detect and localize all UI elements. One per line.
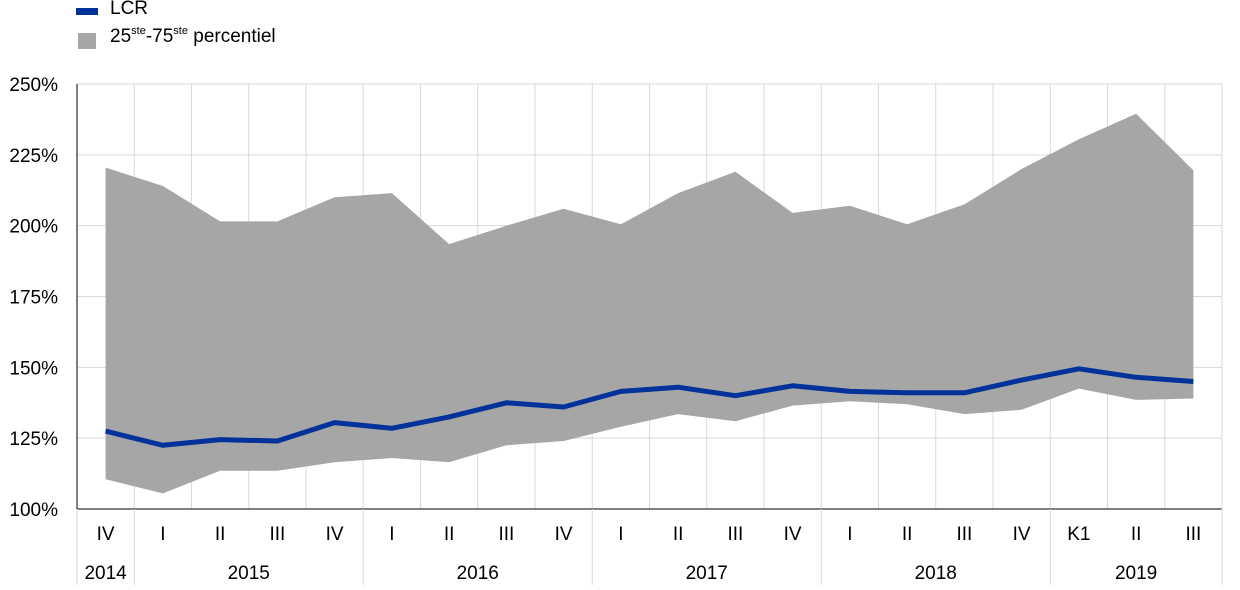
y-tick-label: 125% [9,429,58,450]
x-quarter-label: I [618,524,623,545]
y-tick-label: 250% [9,75,58,96]
legend-text-percentiel: percentiel [187,26,276,47]
legend-text-75: -75 [145,26,174,47]
x-quarter-label: III [727,524,743,545]
x-year-label: 2019 [1115,563,1157,584]
x-quarter-label: IV [555,524,573,545]
legend-label-percentile: 25ste-75ste percentiel [110,25,276,48]
x-quarter-label: III [956,524,972,545]
legend-text-25: 25 [110,26,132,47]
y-tick-label: 150% [9,358,58,379]
x-quarter-label: I [847,524,852,545]
x-quarter-label: IV [784,524,802,545]
legend-sup-2: ste [173,25,188,37]
x-quarter-label: III [1185,524,1201,545]
x-quarter-label: II [215,524,226,545]
x-quarter-label: IV [1013,524,1031,545]
y-tick-label: 100% [9,500,58,521]
x-quarter-label: I [160,524,165,545]
x-quarter-label: K1 [1067,524,1090,545]
x-year-label: 2016 [457,563,499,584]
x-quarter-label: III [498,524,514,545]
x-quarter-label: I [389,524,394,545]
percentile-band-area [105,113,1194,494]
x-year-label: 2018 [915,563,957,584]
x-quarter-label: II [673,524,684,545]
x-year-label: 2015 [228,563,270,584]
percentile-band-swatch [78,33,96,49]
x-quarter-label: IV [326,524,344,545]
y-tick-label: 200% [9,217,58,238]
x-quarter-label: III [269,524,285,545]
x-year-label: 2014 [84,563,127,584]
y-tick-label: 175% [9,288,58,309]
x-quarter-label: II [1131,524,1142,545]
lcr-line-swatch [76,8,98,15]
lcr-series-line [104,366,1194,448]
legend-sup-1: ste [131,25,146,37]
x-quarter-label: II [444,524,455,545]
y-tick-label: 225% [9,146,58,167]
legend-label-lcr: LCR [110,0,149,19]
x-quarter-label: II [902,524,913,545]
x-quarter-label: IV [97,524,115,545]
x-year-label: 2017 [686,563,728,584]
